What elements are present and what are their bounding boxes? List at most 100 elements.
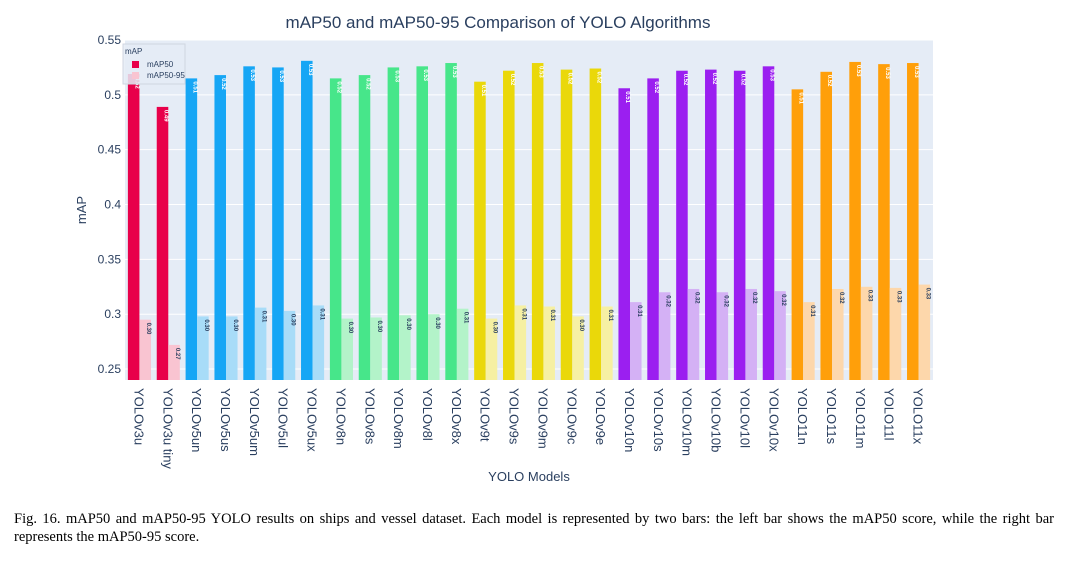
bar-map50[interactable] (676, 70, 688, 380)
bar-map50[interactable] (849, 61, 861, 380)
bar-map50[interactable] (243, 66, 255, 381)
bar-map50[interactable] (618, 88, 630, 381)
bar-map50-95[interactable] (254, 307, 267, 380)
x-tick-label: YOLOv8x (449, 388, 464, 445)
data-label-map50: 0.52 (826, 75, 832, 87)
x-tick-label: YOLO11n (795, 388, 810, 445)
bar-map50-95[interactable] (774, 291, 786, 380)
bar-map50-95[interactable] (601, 306, 613, 380)
bar-map50-95[interactable] (860, 286, 873, 380)
x-tick-label: YOLOv8s (362, 388, 377, 445)
y-tick-label: 0.45 (98, 143, 122, 157)
data-label-map50-95: 0.31 (318, 308, 324, 320)
bar-map50-95[interactable] (572, 316, 584, 380)
bar-map50[interactable] (445, 63, 457, 380)
bar-map50[interactable] (589, 68, 602, 381)
bar-map50[interactable] (358, 75, 371, 380)
data-label-map50: 0.51 (480, 85, 486, 97)
bar-map50[interactable] (503, 70, 515, 380)
x-tick-label: YOLOv10b (709, 388, 724, 452)
bar-map50-95[interactable] (832, 288, 844, 380)
bar-map50-95[interactable] (658, 292, 671, 380)
y-axis-label: mAP (74, 196, 89, 224)
data-label-map50-95: 0.31 (636, 305, 642, 317)
x-tick-label: YOLOv3u tiny (160, 388, 175, 469)
bar-map50[interactable] (416, 66, 428, 381)
bar-map50-95[interactable] (485, 318, 498, 380)
y-tick-label: 0.25 (98, 362, 122, 376)
data-label-map50: 0.53 (884, 67, 890, 79)
x-tick-label: YOLOv9c (564, 388, 579, 445)
data-label-map50: 0.52 (682, 74, 688, 86)
bar-map50[interactable] (474, 81, 486, 380)
bar-map50[interactable] (387, 67, 400, 380)
x-axis-label: YOLO Models (488, 469, 570, 484)
data-label-map50: 0.52 (336, 81, 342, 93)
bar-map50-95[interactable] (543, 306, 555, 380)
data-label-map50-95: 0.32 (838, 292, 844, 304)
bar-map50-95[interactable] (803, 302, 815, 380)
bar-map50[interactable] (156, 106, 169, 380)
x-tick-label: YOLOv5um (247, 388, 262, 456)
data-label-map50: 0.52 (509, 74, 515, 86)
y-axis-ticks: 0.25 0.3 0.35 0.4 0.45 0.5 0.55 (98, 33, 122, 376)
data-label-map50-95: 0.33 (867, 290, 873, 302)
bar-map50[interactable] (647, 78, 659, 381)
bar-map50-95[interactable] (226, 316, 238, 380)
bar-map50[interactable] (907, 63, 919, 380)
bar-map50-95[interactable] (889, 287, 902, 380)
bar-map50-95[interactable] (428, 314, 440, 380)
bar-map50[interactable] (214, 75, 226, 380)
bar-map50-95[interactable] (341, 318, 353, 380)
legend-label-map50-95[interactable]: mAP50-95 (147, 71, 185, 80)
data-label-map50-95: 0.30 (145, 323, 151, 335)
data-label-map50-95: 0.30 (289, 314, 295, 326)
x-tick-label: YOLOv9s (507, 388, 522, 445)
x-tick-label: YOLOv9m (535, 388, 550, 449)
x-tick-label: YOLOv5ux (305, 388, 320, 452)
data-label-map50-95: 0.32 (751, 292, 757, 304)
bar-map50[interactable] (791, 89, 804, 381)
bar-map50[interactable] (878, 64, 890, 381)
x-tick-label: YOLO11l (882, 388, 897, 441)
data-label-map50: 0.52 (220, 78, 226, 90)
data-label-map50-95: 0.31 (607, 310, 613, 322)
bar-map50-95[interactable] (918, 284, 931, 380)
bar-map50[interactable] (820, 71, 832, 380)
bar-map50[interactable] (733, 70, 746, 380)
x-tick-label: YOLO11x (911, 388, 926, 445)
bar-map50-95[interactable] (456, 308, 469, 380)
bar-map50-95[interactable] (312, 305, 325, 380)
bar-map50-95[interactable] (716, 292, 729, 380)
bar-map50[interactable] (301, 60, 313, 380)
bar-map50[interactable] (531, 63, 544, 380)
bar-map50[interactable] (185, 78, 198, 381)
legend[interactable]: mAP mAP50 mAP50-95 (122, 43, 186, 85)
bar-map50[interactable] (762, 66, 775, 381)
bar-map50-95[interactable] (370, 317, 382, 380)
bar-map50-95[interactable] (630, 302, 642, 380)
data-label-map50-95: 0.30 (376, 320, 382, 332)
data-label-map50: 0.53 (249, 69, 255, 81)
bar-map50[interactable] (127, 74, 140, 380)
data-label-map50: 0.51 (624, 91, 630, 103)
bar-map50[interactable] (705, 69, 717, 380)
bar-map50[interactable] (560, 69, 573, 380)
data-label-map50-95: 0.30 (347, 322, 353, 334)
bar-map50-95[interactable] (745, 288, 757, 380)
x-tick-label: YOLO11m (853, 388, 868, 448)
bar-map50-95[interactable] (197, 316, 209, 380)
bar-map50-95[interactable] (168, 344, 180, 380)
bar-map50-95[interactable] (514, 305, 527, 380)
bar-map50[interactable] (329, 78, 342, 381)
bar-map50-95[interactable] (139, 319, 151, 380)
bar-map50-95[interactable] (687, 288, 700, 380)
bar-map50[interactable] (272, 67, 284, 380)
x-tick-label: YOLOv10s (651, 388, 666, 452)
data-label-map50-95: 0.30 (232, 319, 238, 331)
bar-map50-95[interactable] (399, 315, 411, 380)
legend-swatch-map50 (132, 61, 139, 68)
legend-label-map50[interactable]: mAP50 (147, 60, 174, 69)
data-label-map50-95: 0.32 (722, 295, 728, 307)
bar-map50-95[interactable] (283, 310, 296, 380)
